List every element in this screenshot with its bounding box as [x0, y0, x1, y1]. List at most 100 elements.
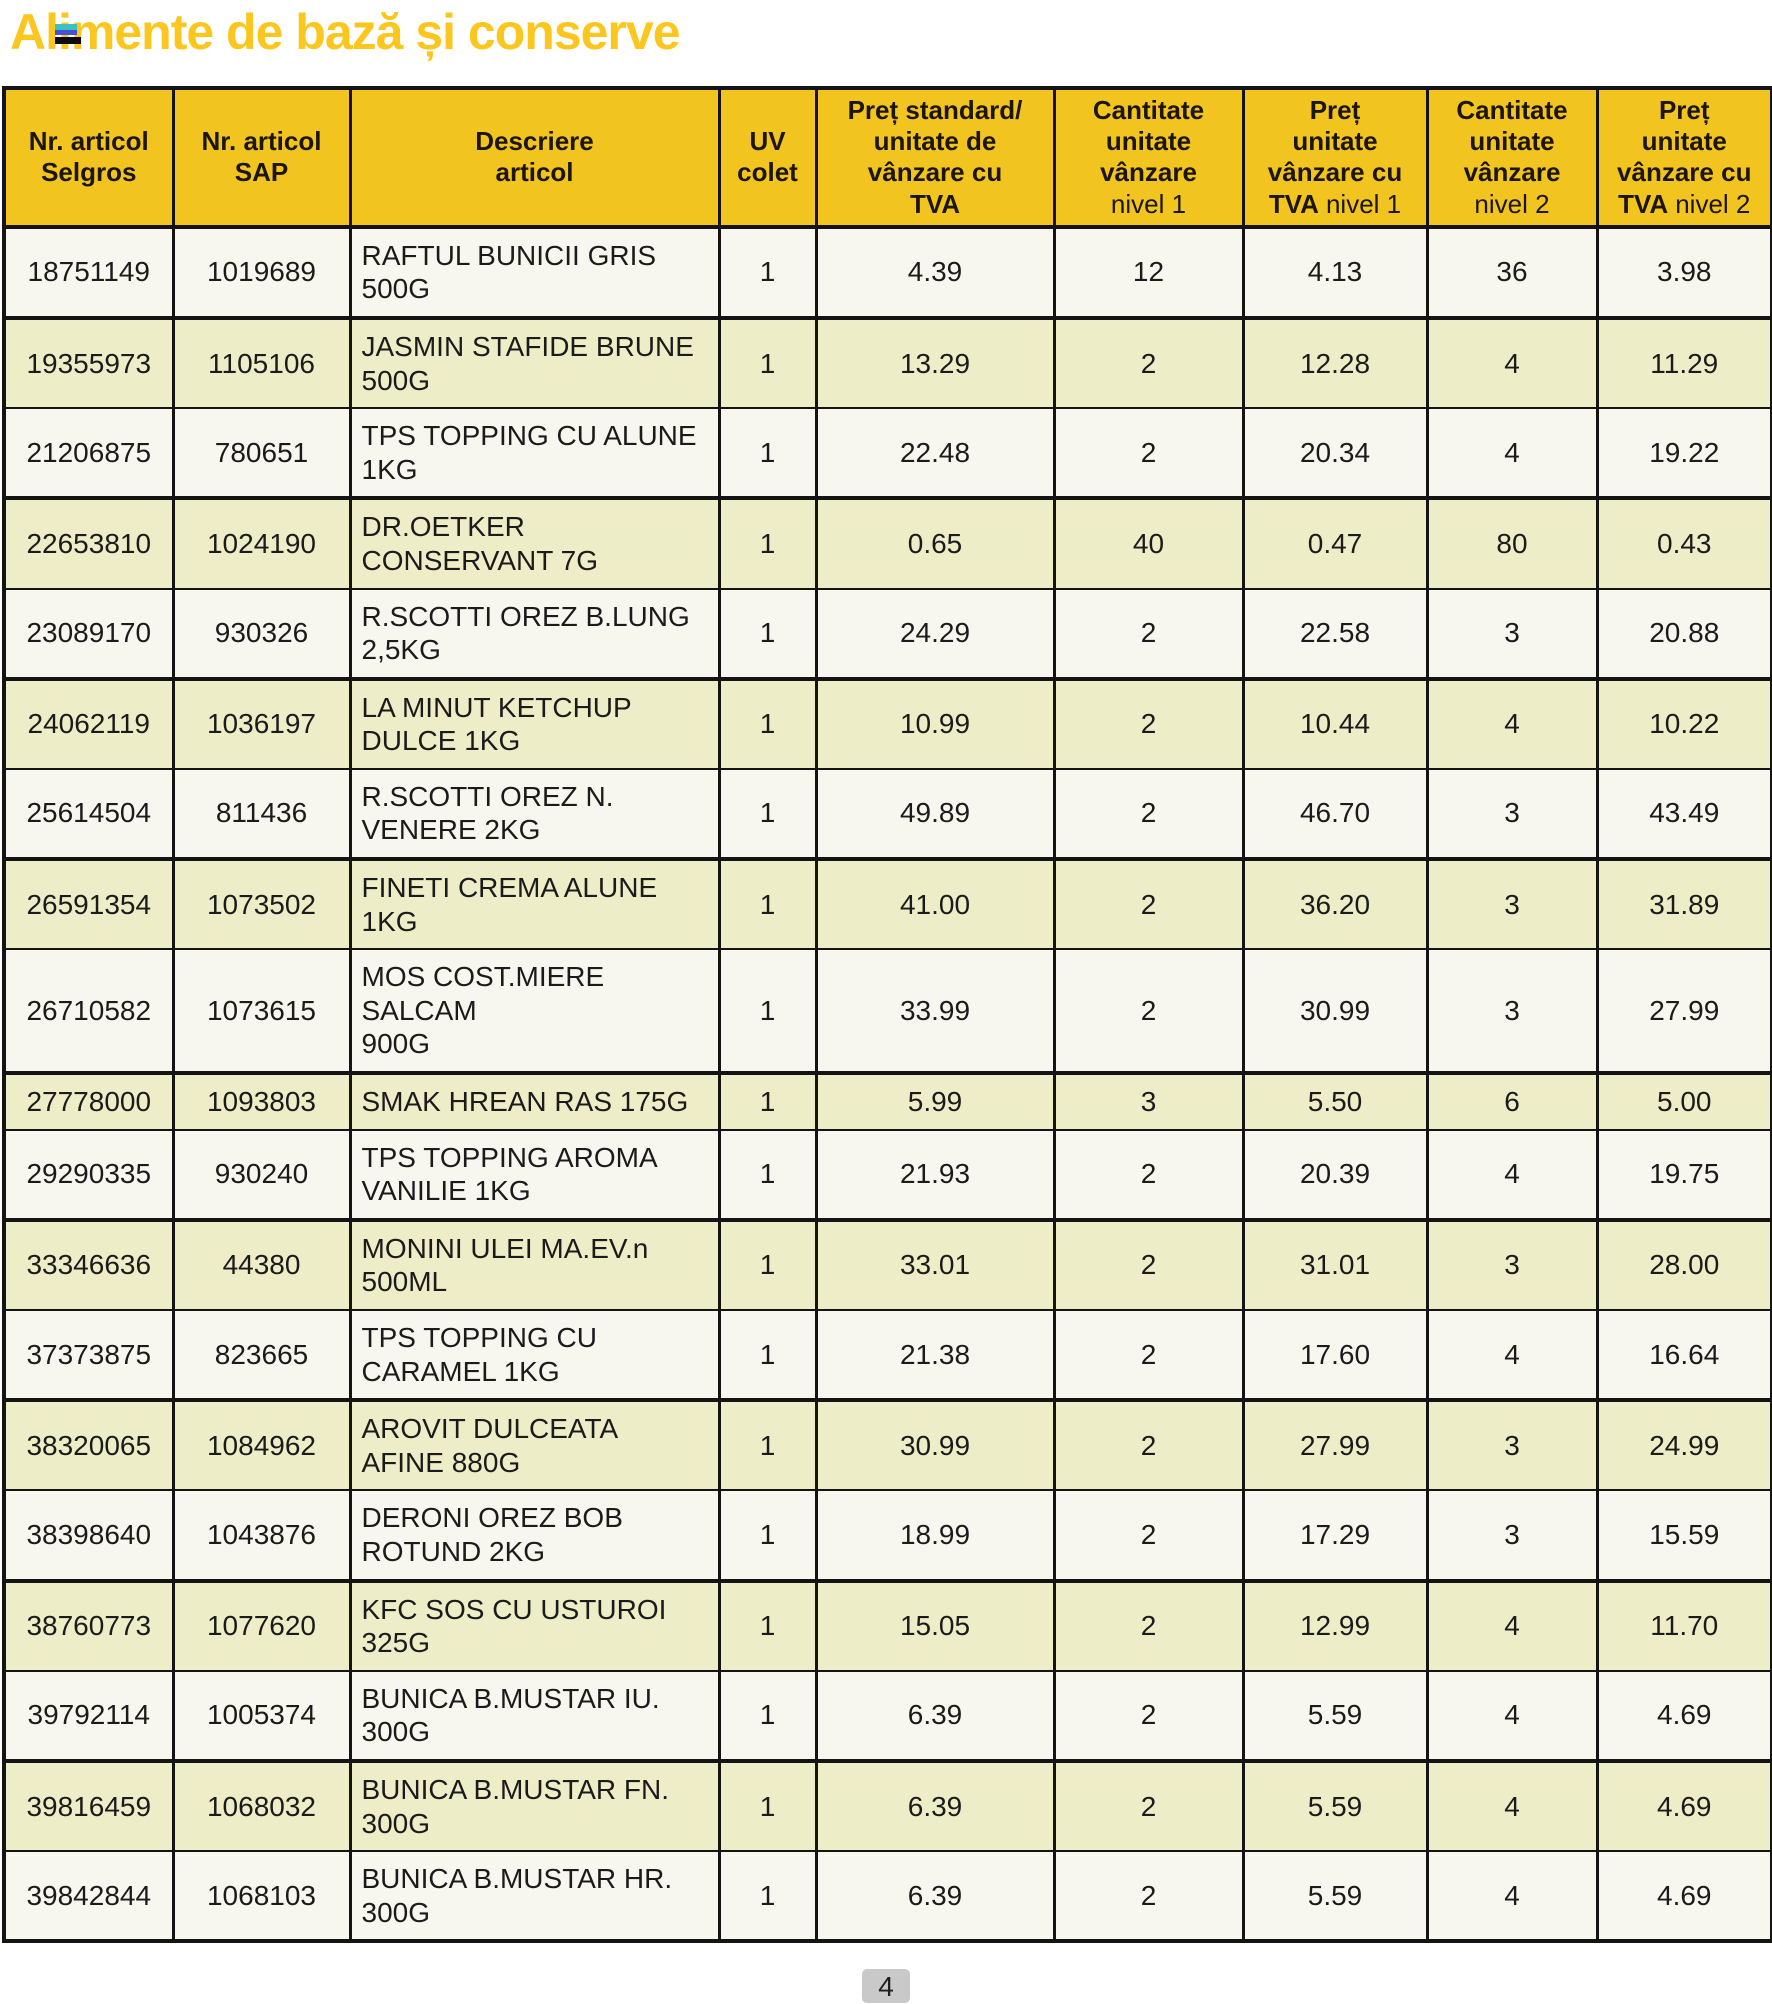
cell-nr-articol-selgros: 27778000: [2, 1072, 175, 1131]
header-line: unitate: [1431, 126, 1594, 157]
cell-cantitate-nivel-1: 2: [1052, 1579, 1245, 1672]
header-line: unitate: [1058, 126, 1240, 157]
table-row: 22653810 1024190 DR.OETKER CONSERVANT 7G 1 0…: [2, 497, 1772, 590]
cell-nr-articol-selgros: 38320065: [2, 1399, 175, 1492]
header-line: vânzare: [1431, 157, 1594, 188]
cell-cantitate-nivel-1: 2: [1052, 1218, 1245, 1312]
cell-descriere-articol: SMAK HREAN RAS 175G: [348, 1072, 721, 1131]
cell-uv-colet: 1: [717, 767, 818, 862]
cell-pret-nivel-1: 10.44: [1241, 677, 1429, 770]
header-text: TVA: [909, 188, 961, 219]
header-text: nivel 1: [1325, 188, 1402, 219]
cell-pret-nivel-1: 17.60: [1241, 1308, 1429, 1403]
cell-cantitate-nivel-2: 3: [1425, 1399, 1599, 1492]
cell-nr-articol-sap: 930326: [171, 587, 352, 681]
header-line: nivel 2: [1431, 189, 1594, 220]
cell-nr-articol-selgros: 33346636: [2, 1218, 175, 1312]
cell-pret-standard: 21.93: [814, 1128, 1056, 1222]
table-row: 38760773 1077620 KFC SOS CU USTUROI 325G 1 1…: [2, 1579, 1772, 1672]
cell-nr-articol-sap: 1073502: [171, 858, 352, 951]
table-row: 33346636 44380 MONINI ULEI MA.EV.n 500ML 1 3…: [2, 1218, 1772, 1312]
cell-cantitate-nivel-1: 40: [1052, 497, 1245, 590]
cell-cantitate-nivel-1: 3: [1052, 1072, 1245, 1131]
cell-uv-colet: 1: [717, 1850, 818, 1944]
header-line: TVA nivel 1: [1247, 189, 1424, 220]
cell-pret-nivel-2: 20.88: [1595, 587, 1772, 681]
stripe-black: [55, 37, 81, 44]
cell-pret-standard: 15.05: [814, 1579, 1056, 1672]
header-line: unitate de: [820, 126, 1051, 157]
cell-nr-articol-sap: 1073615: [171, 948, 352, 1076]
table-row: 38320065 1084962 AROVIT DULCEATA AFINE 880…: [2, 1399, 1772, 1492]
header-line: Cantitate: [1058, 95, 1240, 126]
cell-pret-nivel-1: 31.01: [1241, 1218, 1429, 1312]
cell-descriere-articol: BUNICA B.MUSTAR HR. 300G: [348, 1850, 721, 1944]
header-line: Selgros: [8, 157, 170, 188]
cell-pret-nivel-2: 0.43: [1595, 497, 1772, 590]
cell-descriere-articol: AROVIT DULCEATA AFINE 880G: [348, 1399, 721, 1492]
cell-nr-articol-sap: 44380: [171, 1218, 352, 1312]
cell-pret-nivel-2: 5.00: [1595, 1072, 1772, 1131]
cell-descriere-articol: MOS COST.MIERE SALCAM 900G: [348, 948, 721, 1076]
cell-cantitate-nivel-1: 2: [1052, 1399, 1245, 1492]
header-text: unitate: [1105, 126, 1192, 157]
cell-uv-colet: 1: [717, 1128, 818, 1222]
cell-pret-nivel-1: 20.39: [1241, 1128, 1429, 1222]
table-row: 39792114 1005374 BUNICA B.MUSTAR IU. 300G 1…: [2, 1669, 1772, 1763]
cell-descriere-articol: TPS TOPPING CU ALUNE 1KG: [348, 407, 721, 501]
cell-cantitate-nivel-1: 2: [1052, 948, 1245, 1076]
cell-descriere-articol: DERONI OREZ BOB ROTUND 2KG: [348, 1489, 721, 1583]
cell-uv-colet: 1: [717, 1759, 818, 1853]
cell-pret-nivel-1: 5.59: [1241, 1669, 1429, 1763]
header-text: unitate: [1469, 126, 1555, 157]
cell-descriere-articol: KFC SOS CU USTUROI 325G: [348, 1579, 721, 1672]
cell-cantitate-nivel-1: 2: [1052, 1128, 1245, 1222]
cell-descriere-articol: BUNICA B.MUSTAR FN. 300G: [348, 1759, 721, 1853]
cell-nr-articol-sap: 1024190: [171, 497, 352, 590]
cell-pret-nivel-1: 27.99: [1241, 1399, 1429, 1492]
header-line: unitate: [1247, 126, 1424, 157]
header-line: Descriere: [354, 126, 716, 157]
cell-pret-nivel-1: 0.47: [1241, 497, 1429, 590]
cell-pret-nivel-2: 24.99: [1595, 1399, 1772, 1492]
header-text: unitate: [1641, 126, 1727, 157]
cell-pret-nivel-2: 11.29: [1595, 316, 1772, 410]
header-text: Nr. articol: [201, 126, 322, 157]
header-text: Cantitate: [1092, 95, 1205, 125]
cell-pret-standard: 6.39: [814, 1850, 1056, 1944]
cell-descriere-articol: TPS TOPPING CU CARAMEL 1KG: [348, 1308, 721, 1403]
cell-pret-nivel-2: 43.49: [1595, 767, 1772, 862]
cell-pret-nivel-1: 5.50: [1241, 1072, 1429, 1131]
cell-descriere-articol: LA MINUT KETCHUP DULCE 1KG: [348, 677, 721, 770]
cell-nr-articol-selgros: 23089170: [2, 587, 175, 681]
cell-cantitate-nivel-2: 4: [1425, 1759, 1599, 1853]
cell-pret-standard: 41.00: [814, 858, 1056, 951]
cell-nr-articol-selgros: 24062119: [2, 677, 175, 770]
cell-cantitate-nivel-1: 2: [1052, 1759, 1245, 1853]
glitch-stripe-icon: [55, 24, 81, 44]
cell-nr-articol-sap: 1005374: [171, 1669, 352, 1763]
cell-nr-articol-selgros: 38760773: [2, 1579, 175, 1672]
header-text: nivel 2: [1675, 188, 1751, 219]
cell-cantitate-nivel-1: 2: [1052, 1489, 1245, 1583]
cell-pret-standard: 4.39: [814, 225, 1056, 320]
header-line: SAP: [177, 157, 347, 188]
header-text: nivel 2: [1474, 188, 1550, 219]
cell-pret-nivel-1: 4.13: [1241, 225, 1429, 320]
cell-nr-articol-selgros: 39816459: [2, 1759, 175, 1853]
cell-nr-articol-sap: 823665: [171, 1308, 352, 1403]
header-line: nivel 1: [1058, 189, 1240, 220]
cell-pret-nivel-2: 31.89: [1595, 858, 1772, 951]
cell-cantitate-nivel-2: 3: [1425, 1218, 1599, 1312]
cell-nr-articol-sap: 1084962: [171, 1399, 352, 1492]
cell-cantitate-nivel-2: 4: [1425, 1669, 1599, 1763]
cell-nr-articol-selgros: 18751149: [2, 225, 175, 320]
cell-pret-nivel-2: 4.69: [1595, 1850, 1772, 1944]
cell-pret-standard: 30.99: [814, 1399, 1056, 1492]
cell-pret-standard: 5.99: [814, 1072, 1056, 1131]
header-text: nivel 1: [1110, 188, 1187, 219]
cell-uv-colet: 1: [717, 587, 818, 681]
cell-pret-nivel-2: 28.00: [1595, 1218, 1772, 1312]
header-line: unitate: [1601, 126, 1769, 157]
